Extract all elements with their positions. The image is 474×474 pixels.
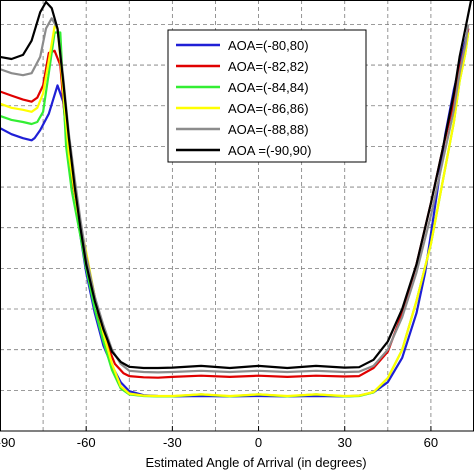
- x-axis-label: Estimated Angle of Arrival (in degrees): [145, 455, 366, 470]
- legend-box: [167, 29, 367, 163]
- x-tick-label: 0: [255, 435, 262, 450]
- series-line-6: [0, 0, 473, 370]
- series-line-5: [0, 17, 470, 374]
- legend-label: AOA=(-88,88): [228, 122, 309, 137]
- x-tick-label: -30: [163, 435, 182, 450]
- legend-label: AOA=(-82,82): [228, 59, 309, 74]
- x-axis-ticks: -90 -60 -30 0 30 60: [0, 426, 438, 450]
- legend-label: AOA=(-84,84): [228, 80, 309, 95]
- series-line-4: [0, 25, 470, 398]
- x-tick-label: -60: [77, 435, 96, 450]
- legend-label: AOA=(-80,80): [228, 38, 309, 53]
- series-lines: [0, 0, 473, 398]
- legend-label: AOA =(-90,90): [228, 143, 311, 158]
- x-tick-label: 30: [337, 435, 351, 450]
- x-tick-label: -90: [0, 435, 15, 450]
- legend-label: AOA=(-86,86): [228, 101, 309, 116]
- legend: AOA=(-80,80) AOA=(-82,82) AOA=(-84,84) AOA=…: [167, 29, 367, 163]
- x-tick-label: 60: [424, 435, 438, 450]
